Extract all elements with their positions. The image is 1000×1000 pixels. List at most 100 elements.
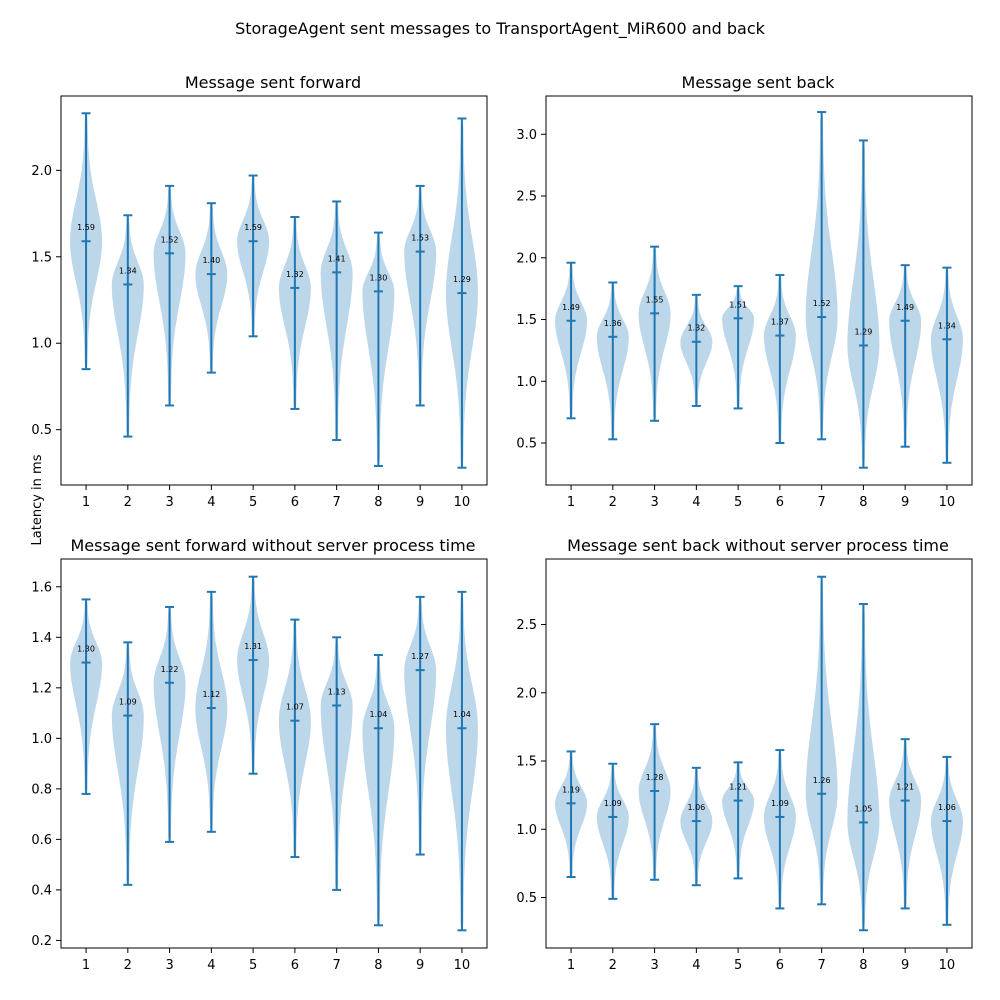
median-value-label: 1.51: [729, 300, 747, 309]
x-tick-label: 8: [374, 958, 382, 973]
median-value-label: 1.52: [161, 235, 179, 244]
median-value-label: 1.06: [687, 803, 705, 812]
panel-title: Message sent back: [682, 73, 836, 92]
median-value-label: 1.59: [244, 223, 262, 232]
x-tick-label: 9: [901, 958, 909, 973]
median-value-label: 1.55: [646, 295, 664, 304]
y-tick-label: 2.0: [516, 251, 537, 266]
y-tick-label: 0.5: [516, 437, 537, 452]
median-value-label: 1.07: [286, 703, 304, 712]
y-tick-label: 1.6: [31, 580, 52, 595]
median-value-label: 1.34: [938, 321, 956, 330]
y-tick-label: 2.5: [516, 618, 537, 633]
x-tick-label: 8: [859, 958, 867, 973]
x-tick-label: 7: [333, 495, 341, 510]
median-value-label: 1.32: [286, 270, 304, 279]
violin-bodies: [555, 112, 963, 468]
x-tick-label: 9: [416, 958, 424, 973]
panel-message-sent-back: Message sent back 1.491.361.551.321.511.…: [516, 73, 973, 510]
x-tick-label: 5: [249, 495, 257, 510]
panel-title: Message sent back without server process…: [567, 536, 949, 555]
x-tick-label: 5: [734, 495, 742, 510]
median-value-label: 1.52: [813, 299, 831, 308]
x-tick-label: 2: [124, 495, 132, 510]
axes-frame: [60, 558, 488, 949]
axes-frame: [545, 95, 973, 486]
x-tick-label: 4: [207, 495, 215, 510]
median-value-label: 1.29: [855, 327, 873, 336]
median-value-label: 1.53: [411, 234, 429, 243]
x-tick-label: 10: [939, 958, 956, 973]
y-tick-label: 1.5: [516, 755, 537, 770]
y-tick-label: 0.4: [31, 883, 52, 898]
median-value-label: 1.09: [771, 799, 789, 808]
panel-title: Message sent forward: [185, 73, 361, 92]
y-tick-label: 1.5: [516, 313, 537, 328]
y-tick-label: 1.2: [31, 681, 52, 696]
x-tick-label: 10: [454, 495, 471, 510]
violin-bodies: [555, 576, 963, 931]
median-value-label: 1.34: [119, 266, 137, 275]
x-tick-label: 3: [650, 958, 658, 973]
median-value-label: 1.26: [813, 776, 831, 785]
x-tick-label: 3: [165, 958, 173, 973]
y-tick-label: 1.0: [31, 337, 52, 352]
median-value-label: 1.30: [370, 273, 388, 282]
median-value-label: 1.22: [161, 665, 179, 674]
median-value-label: 1.59: [77, 223, 95, 232]
x-tick-label: 4: [207, 958, 215, 973]
panel-message-sent-forward-without-server-process-time: Message sent forward without server proc…: [31, 536, 488, 973]
x-tick-label: 9: [901, 495, 909, 510]
median-value-label: 1.30: [77, 645, 95, 654]
violin-bodies: [70, 576, 478, 931]
y-tick-label: 1.0: [516, 823, 537, 838]
y-tick-label: 2.0: [516, 686, 537, 701]
x-tick-label: 7: [818, 495, 826, 510]
y-tick-label: 1.4: [31, 631, 52, 646]
x-tick-label: 5: [734, 958, 742, 973]
x-tick-label: 10: [454, 958, 471, 973]
median-value-label: 1.06: [938, 803, 956, 812]
median-value-label: 1.09: [119, 698, 137, 707]
median-value-label: 1.05: [855, 804, 873, 813]
x-tick-label: 1: [567, 495, 575, 510]
y-tick-label: 0.5: [516, 891, 537, 906]
median-value-label: 1.36: [604, 319, 622, 328]
y-tick-label: 1.5: [31, 250, 52, 265]
median-value-label: 1.41: [328, 254, 346, 263]
x-tick-label: 3: [650, 495, 658, 510]
x-tick-label: 2: [609, 958, 617, 973]
x-tick-label: 4: [692, 495, 700, 510]
panel-message-sent-back-without-server-process-time: Message sent back without server process…: [516, 536, 973, 973]
y-tick-label: 0.8: [31, 782, 52, 797]
x-tick-label: 10: [939, 495, 956, 510]
y-tick-label: 2.5: [516, 190, 537, 205]
median-value-label: 1.28: [646, 773, 664, 782]
median-value-label: 1.21: [729, 783, 747, 792]
median-value-label: 1.29: [453, 275, 471, 284]
y-tick-label: 2.0: [31, 164, 52, 179]
y-tick-label: 0.5: [31, 423, 52, 438]
x-tick-label: 8: [374, 495, 382, 510]
y-tick-label: 0.2: [31, 934, 52, 949]
x-tick-label: 2: [124, 958, 132, 973]
panel-title: Message sent forward without server proc…: [70, 536, 475, 555]
figure-suptitle: StorageAgent sent messages to TransportA…: [235, 19, 766, 39]
median-value-label: 1.13: [328, 688, 346, 697]
y-tick-label: 0.6: [31, 833, 52, 848]
panel-message-sent-forward: Message sent forward 1.591.341.521.401.5…: [31, 73, 488, 510]
median-value-label: 1.21: [896, 783, 914, 792]
median-value-label: 1.31: [244, 642, 262, 651]
x-tick-label: 2: [609, 495, 617, 510]
x-tick-label: 1: [82, 495, 90, 510]
median-value-label: 1.09: [604, 799, 622, 808]
x-tick-label: 1: [567, 958, 575, 973]
axes-frame: [545, 558, 973, 949]
axes-frame: [60, 95, 488, 486]
x-tick-label: 1: [82, 958, 90, 973]
x-tick-label: 6: [291, 958, 299, 973]
shared-y-axis-label: Latency in ms: [30, 454, 45, 545]
x-tick-label: 8: [859, 495, 867, 510]
median-value-label: 1.40: [202, 256, 220, 265]
